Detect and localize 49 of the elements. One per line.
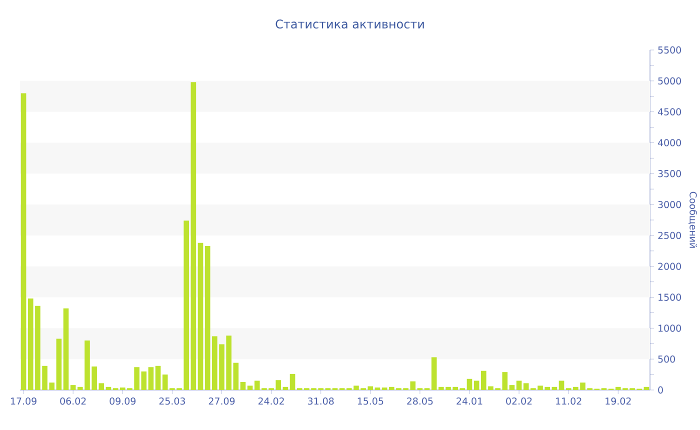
bar <box>509 385 515 390</box>
bar <box>552 386 558 390</box>
bar <box>644 386 650 390</box>
y-tick-label: 3500 <box>658 170 681 178</box>
x-tick-label: 24.01 <box>456 398 482 405</box>
bar <box>282 386 288 390</box>
x-tick-label: 27.09 <box>208 398 235 405</box>
x-tick-label: 31.08 <box>308 398 334 405</box>
bar <box>63 308 69 390</box>
bar <box>98 383 104 390</box>
x-tick-label: 19.02 <box>606 398 631 405</box>
y-tick-label: 5500 <box>658 46 681 54</box>
x-tick-label: 28.05 <box>407 398 433 405</box>
bar <box>155 366 161 390</box>
x-tick-label: 15.05 <box>358 398 384 405</box>
y-axis-title: Сообщений <box>688 192 698 248</box>
y-tick-label: 2000 <box>658 262 681 270</box>
x-tick-label: 02.02 <box>506 398 532 405</box>
y-tick-label: 500 <box>658 356 675 363</box>
bar <box>190 82 196 390</box>
y-tick-label: 5000 <box>658 77 681 84</box>
y-tick-label: 4000 <box>658 139 681 146</box>
y-tick-label: 1000 <box>658 324 681 332</box>
y-tick-label: 1500 <box>658 294 681 301</box>
x-tick-label: 17.09 <box>11 398 36 405</box>
x-tick-label: 06.02 <box>60 398 86 405</box>
bar <box>247 386 253 390</box>
y-tick-label: 0 <box>658 386 663 394</box>
bar <box>20 93 26 390</box>
bar <box>474 380 480 390</box>
bar <box>148 367 154 390</box>
y-tick-label: 3000 <box>658 200 681 208</box>
bar <box>70 385 76 390</box>
chart-title: Статистика активности <box>276 19 424 29</box>
y-tick-label: 2500 <box>658 232 681 240</box>
bar <box>516 380 522 390</box>
bar <box>558 380 564 390</box>
bar <box>56 338 62 390</box>
x-tick-label: 09.09 <box>110 398 136 405</box>
y-tick-label: 4500 <box>658 108 681 116</box>
bar <box>290 374 296 390</box>
bar <box>240 382 246 390</box>
bar <box>466 378 472 390</box>
bar <box>198 242 204 390</box>
bar <box>204 246 210 390</box>
bar <box>106 386 112 390</box>
x-tick-label: 24.02 <box>258 398 284 405</box>
x-tick-label: 11.02 <box>556 398 582 405</box>
x-tick-label: 25.03 <box>159 398 185 405</box>
